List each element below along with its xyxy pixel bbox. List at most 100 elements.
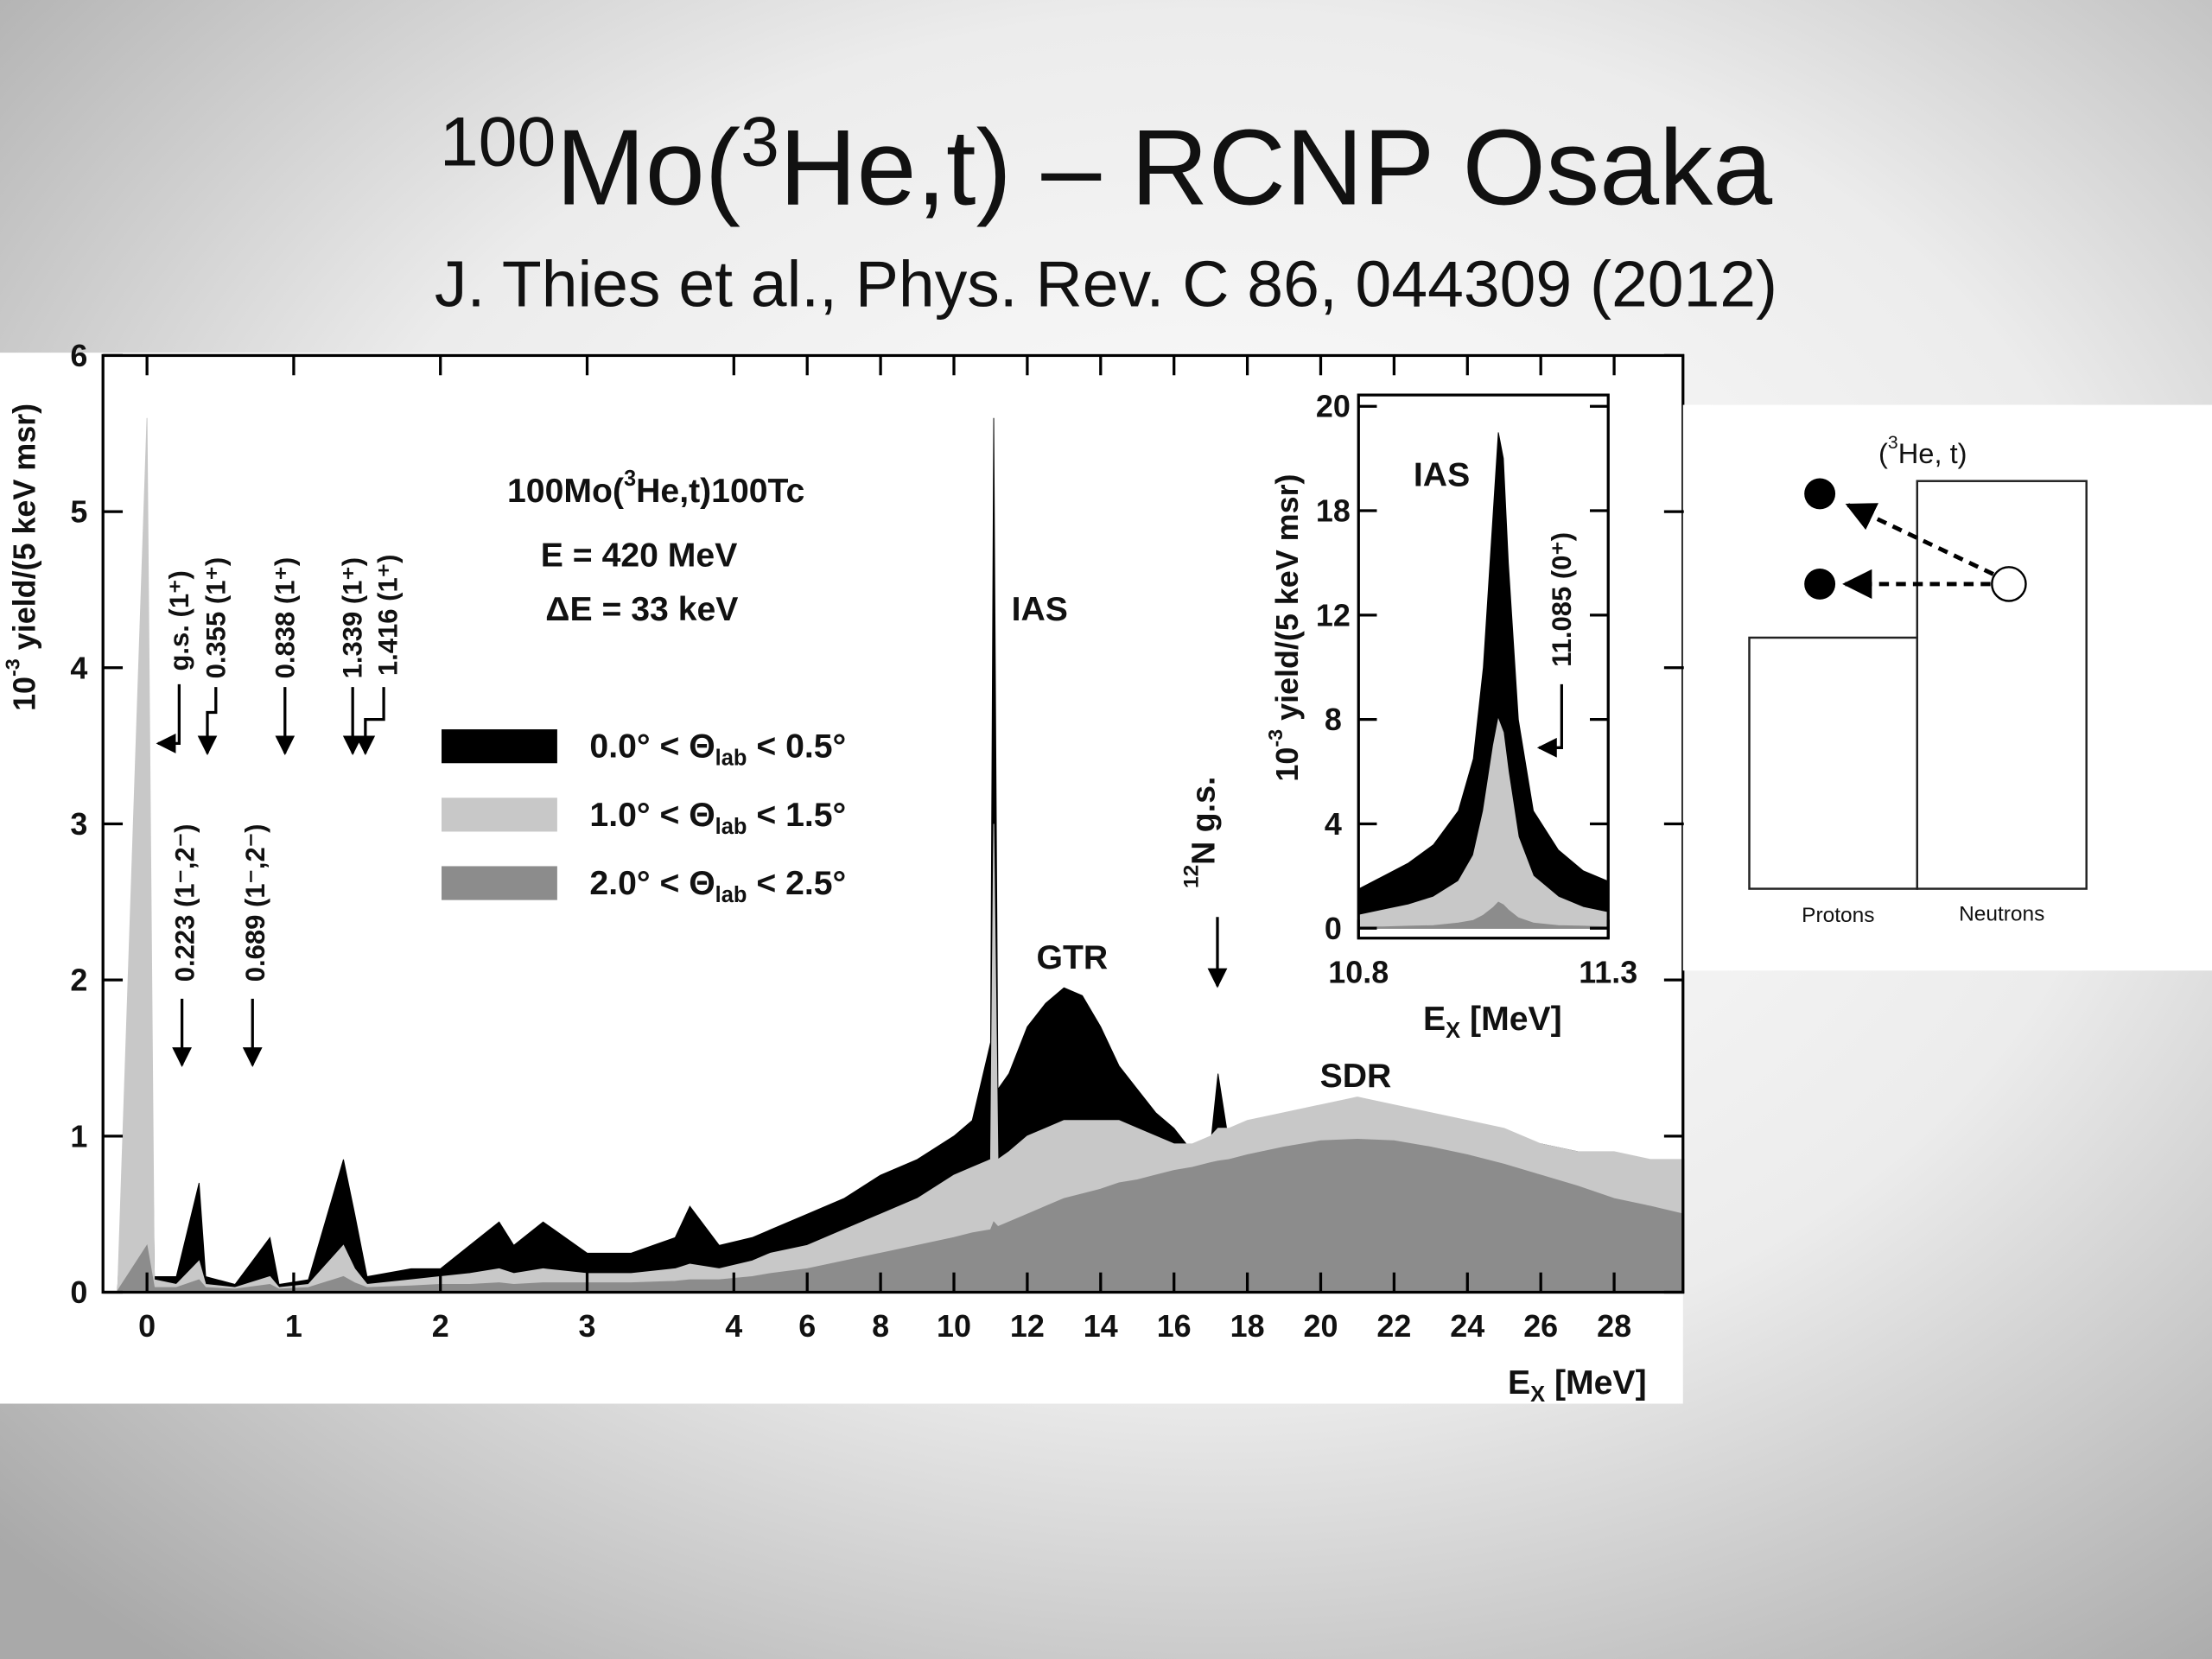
legend-label: 0.0° < Θlab < 0.5° (589, 728, 846, 771)
x-tick-label: 10.8 (1328, 954, 1389, 989)
arrows (156, 683, 1228, 1067)
annotation: GTR (1036, 939, 1108, 976)
text-segment: 100Mo( (507, 473, 624, 510)
x-tick-label: 12 (1010, 1308, 1045, 1344)
inset-x-axis-label: EX [MeV] (1423, 1000, 1562, 1043)
peak-label: 0.223 (1⁻,2⁻) (169, 824, 200, 982)
arrow (197, 687, 218, 756)
slide-subtitle: J. Thies et al., Phys. Rev. C 86, 044309… (435, 247, 1777, 320)
text-segment: 12 (1180, 865, 1204, 888)
legend-swatch (442, 798, 557, 832)
text-segment: yield/(5 keV msr) (6, 404, 41, 658)
slide-title: 100Mo(3He,t) – RCNP Osaka (440, 104, 1772, 228)
y-tick-label: 5 (70, 494, 87, 530)
text-segment: Mo( (556, 109, 741, 228)
x-axis-label: EX [MeV] (1508, 1363, 1647, 1407)
text-segment: [MeV] (1545, 1363, 1647, 1401)
y-tick-label: 4 (70, 650, 87, 685)
text-segment: E (1423, 1000, 1446, 1037)
y-tick-label: 0 (1325, 911, 1342, 946)
text-segment: < 2.5° (747, 865, 846, 902)
text-segment: ( (1878, 437, 1888, 469)
x-tick-label: 28 (1597, 1308, 1631, 1344)
text-segment: 3 (624, 467, 636, 491)
text-segment: lab (715, 815, 747, 839)
x-tick-label: 16 (1157, 1308, 1192, 1344)
text-segment: N g.s. (1185, 777, 1222, 865)
text-segment: -3 (1264, 729, 1287, 747)
text-segment: -3 (2, 658, 24, 677)
x-tick-label: 6 (798, 1308, 816, 1344)
text-segment: 100 (440, 104, 556, 181)
legend-label: 1.0° < Θlab < 1.5° (589, 796, 846, 839)
text-segment: He,t)100Tc (636, 473, 804, 510)
arrow (1536, 683, 1563, 758)
x-tick-label: 20 (1304, 1308, 1338, 1344)
text-segment: yield/(5 keV msr) (1268, 474, 1304, 728)
legend-swatch (442, 866, 557, 900)
annotation: ΔE = 33 keV (545, 591, 738, 628)
proton (1804, 568, 1836, 600)
arrow (156, 683, 181, 753)
y-tick-label: 18 (1316, 493, 1351, 529)
x-tick-label: 8 (872, 1308, 889, 1344)
legend: 0.0° < Θlab < 0.5°1.0° < Θlab < 1.5°2.0°… (442, 728, 846, 907)
ticks (103, 353, 1684, 1294)
x-tick-label: 22 (1376, 1308, 1411, 1344)
text-segment: 1.0° < Θ (589, 796, 715, 833)
text-segment: [MeV] (1460, 1000, 1562, 1037)
x-tick-label: 18 (1230, 1308, 1265, 1344)
text-segment: E (1508, 1363, 1530, 1401)
x-tick-label: 3 (579, 1308, 596, 1344)
main-plot (117, 417, 1685, 1293)
peak-label: 0.355 (1⁺) (200, 557, 231, 679)
text-segment: He,t) – RCNP Osaka (779, 109, 1772, 228)
text-segment: X (1446, 1019, 1460, 1043)
box-label: Protons (1802, 904, 1874, 927)
chart-title: 100Mo(3He,t)100Tc (507, 467, 804, 510)
inset-ticks (1357, 404, 1610, 938)
x-tick-label: 2 (432, 1308, 449, 1344)
area (117, 1138, 1685, 1293)
y-tick-label: 6 (70, 338, 87, 373)
x-tick-label: 1 (285, 1308, 302, 1344)
text-segment: < 1.5° (747, 796, 846, 833)
text-segment: He, t) (1898, 437, 1967, 469)
y-tick-label: 8 (1325, 702, 1342, 737)
y-tick-label: 20 (1316, 389, 1351, 424)
y-tick-label: 2 (70, 963, 87, 998)
text-segment: lab (715, 883, 747, 907)
text-segment: X (1530, 1382, 1545, 1407)
peak-label: 12N g.s. (1180, 777, 1222, 888)
peak-label: 0.689 (1⁻,2⁻) (240, 824, 270, 982)
annotation: IAS (1012, 591, 1068, 628)
legend-swatch (442, 729, 557, 764)
text-segment: 0.0° < Θ (589, 728, 715, 765)
x-tick-label: 0 (138, 1308, 156, 1344)
annotation: E = 420 MeV (541, 537, 738, 575)
box-label: Neutrons (1959, 902, 2044, 925)
text-segment: 3 (1888, 433, 1898, 453)
transition-arrows (1842, 503, 1994, 600)
annotation: SDR (1320, 1058, 1392, 1095)
legend-label: 2.0° < Θlab < 2.5° (589, 865, 846, 908)
peak-label: 1.339 (1⁺) (338, 557, 368, 679)
x-tick-label: 10 (937, 1308, 971, 1344)
annotation: IAS (1414, 457, 1470, 494)
text-segment: < 0.5° (747, 728, 846, 765)
reaction-label: (3He, t) (1878, 433, 1967, 468)
x-tick-label: 14 (1084, 1308, 1118, 1344)
x-tick-label: 26 (1523, 1308, 1558, 1344)
peak-label: 1.416 (1⁺) (372, 555, 403, 677)
x-tick-label: 4 (725, 1308, 742, 1344)
peak-labels: g.s. (1⁺) 0.355 (1⁺) 0.838 (1⁺) 1.339 (1… (164, 555, 1222, 982)
text-segment: lab (715, 747, 747, 771)
peak-label: 11.085 (0⁺) (1547, 532, 1577, 667)
text-segment: 10 (1268, 747, 1304, 782)
inset-y-axis-label: 10-3 yield/(5 keV msr) (1264, 474, 1305, 781)
y-tick-label: 3 (70, 806, 87, 842)
y-tick-label: 4 (1325, 806, 1342, 842)
proton (1804, 478, 1836, 510)
